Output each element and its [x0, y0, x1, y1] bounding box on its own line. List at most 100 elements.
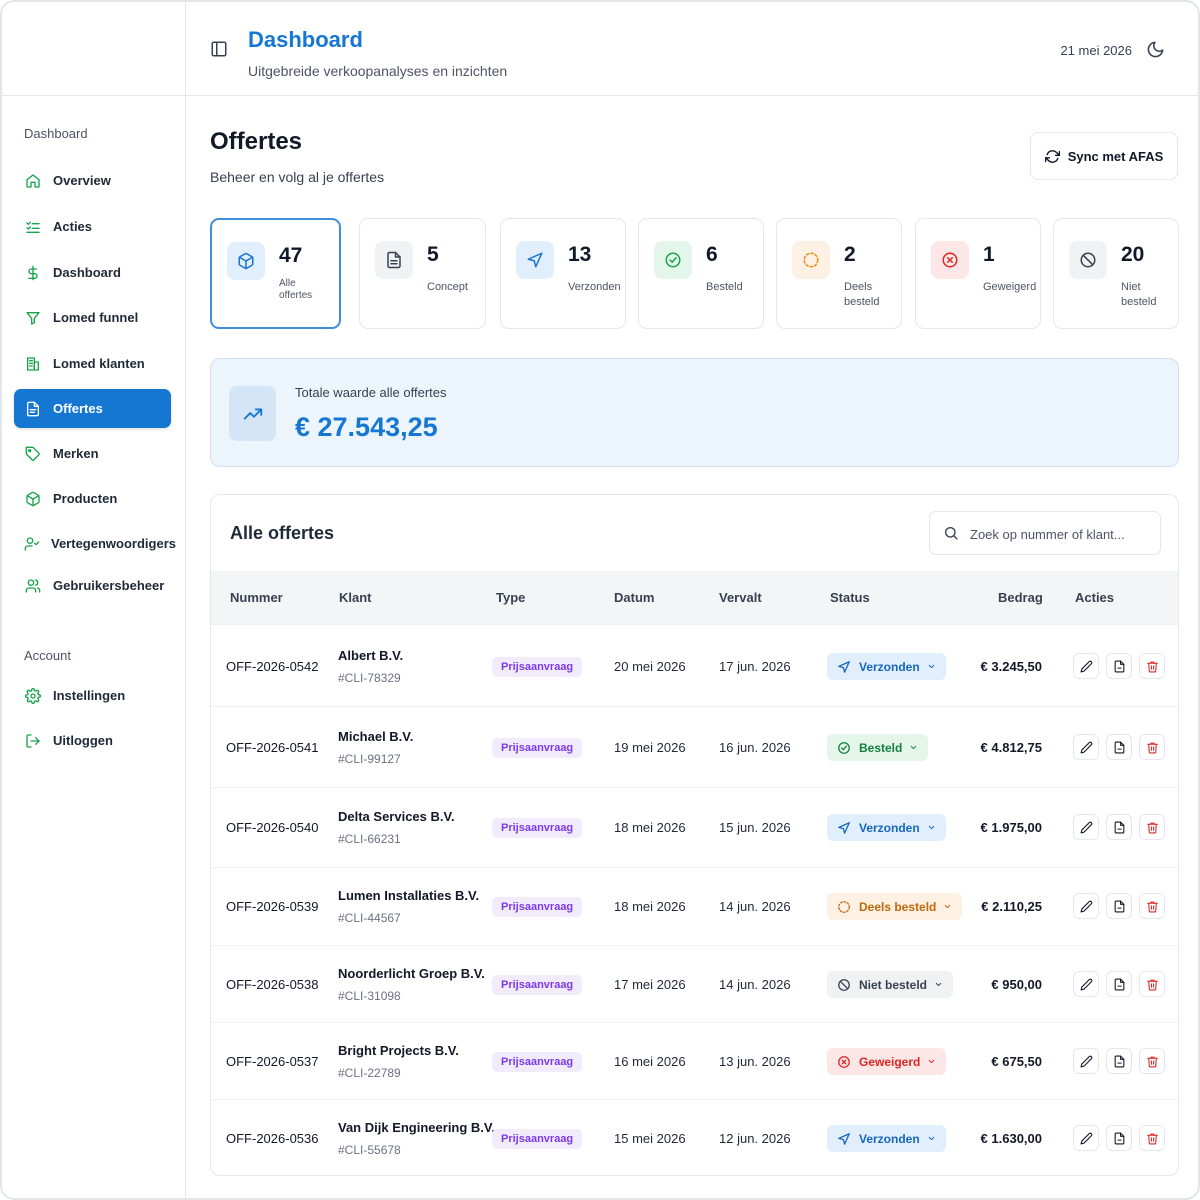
amount: € 2.110,25: [981, 899, 1042, 914]
refresh-icon: [1044, 149, 1068, 164]
table-row[interactable]: OFF-2026-0537 Bright Projects B.V. #CLI-…: [211, 1022, 1178, 1099]
sidebar-item-merken[interactable]: Merken: [14, 434, 171, 473]
delete-button[interactable]: [1139, 893, 1165, 919]
sidebar-item-lomed-funnel[interactable]: Lomed funnel: [14, 298, 171, 337]
pencil-icon: [1080, 900, 1093, 913]
delete-button[interactable]: [1139, 1125, 1165, 1151]
document-button[interactable]: [1106, 971, 1132, 997]
pencil-icon: [1080, 821, 1093, 834]
document-button[interactable]: [1106, 653, 1132, 679]
delete-button[interactable]: [1139, 814, 1165, 840]
sidebar-item-gebruikersbeheer[interactable]: Gebruikersbeheer: [14, 566, 171, 605]
document-button[interactable]: [1106, 814, 1132, 840]
client-id: #CLI-99127: [338, 752, 401, 766]
document-button[interactable]: [1106, 734, 1132, 760]
send-icon: [837, 1132, 851, 1146]
document-button[interactable]: [1106, 1125, 1132, 1151]
delete-button[interactable]: [1139, 734, 1165, 760]
check-circle-icon: [837, 741, 851, 755]
sync-afas-button[interactable]: Sync met AFAS: [1030, 132, 1178, 180]
sidebar-item-producten[interactable]: Producten: [14, 479, 171, 518]
sidebar-toggle-icon[interactable]: [210, 40, 230, 60]
sidebar-item-dashboard[interactable]: Dashboard: [14, 253, 171, 292]
type-badge: Prijsaanvraag: [492, 897, 583, 917]
user-check-icon: [24, 535, 40, 553]
delete-button[interactable]: [1139, 1048, 1165, 1074]
table-row[interactable]: OFF-2026-0540 Delta Services B.V. #CLI-6…: [211, 787, 1178, 867]
column-header[interactable]: Type: [496, 590, 526, 605]
document-button[interactable]: [1106, 1048, 1132, 1074]
sidebar-item-uitloggen[interactable]: Uitloggen: [14, 721, 171, 760]
column-header[interactable]: Status: [830, 590, 870, 605]
status-dropdown[interactable]: Verzonden: [827, 653, 946, 680]
stat-card-geweigerd[interactable]: 1 Geweigerd: [915, 218, 1041, 329]
stat-card-verzonden[interactable]: 13 Verzonden: [500, 218, 626, 329]
stat-card-concept[interactable]: 5 Concept: [359, 218, 486, 329]
pencil-icon: [1080, 1055, 1093, 1068]
file-icon: [1113, 821, 1126, 834]
date: 16 mei 2026: [614, 1054, 686, 1069]
status-label: Besteld: [859, 740, 903, 755]
status-dropdown[interactable]: Verzonden: [827, 814, 946, 841]
client-name: Michael B.V.: [338, 729, 414, 744]
sidebar-item-lomed-klanten[interactable]: Lomed klanten: [14, 344, 171, 383]
table-row[interactable]: OFF-2026-0542 Albert B.V. #CLI-78329 Pri…: [211, 624, 1178, 706]
column-header[interactable]: Vervalt: [719, 590, 762, 605]
sidebar-item-offertes[interactable]: Offertes: [14, 389, 171, 428]
tag-icon: [24, 445, 42, 463]
offer-number: OFF-2026-0537: [226, 1054, 319, 1069]
table-row[interactable]: OFF-2026-0536 Van Dijk Engineering B.V. …: [211, 1099, 1178, 1175]
client-id: #CLI-66231: [338, 832, 401, 846]
status-dropdown[interactable]: Geweigerd: [827, 1048, 947, 1075]
status-label: Verzonden: [859, 820, 920, 835]
search-input[interactable]: [970, 522, 1150, 546]
type-badge: Prijsaanvraag: [492, 975, 583, 995]
status-dropdown[interactable]: Niet besteld: [827, 971, 954, 998]
sidebar-item-instellingen[interactable]: Instellingen: [14, 676, 171, 715]
sidebar-item-vertegenwoordigers[interactable]: Vertegenwoordigers: [14, 524, 176, 563]
send-icon: [837, 660, 851, 674]
total-label: Totale waarde alle offertes: [295, 385, 447, 400]
column-header[interactable]: Nummer: [230, 590, 283, 605]
edit-button[interactable]: [1073, 893, 1099, 919]
chevron-down-icon: [909, 743, 918, 752]
sidebar-item-overview[interactable]: Overview: [14, 161, 171, 200]
document-button[interactable]: [1106, 893, 1132, 919]
trending-up-icon: [229, 386, 276, 441]
edit-button[interactable]: [1073, 1125, 1099, 1151]
send-icon: [837, 821, 851, 835]
status-dropdown[interactable]: Verzonden: [827, 1125, 946, 1152]
stat-value: 47: [279, 244, 303, 267]
expiry-date: 17 jun. 2026: [719, 659, 791, 674]
stat-card-deels-besteld[interactable]: 2 Deels besteld: [776, 218, 902, 329]
edit-button[interactable]: [1073, 971, 1099, 997]
client-id: #CLI-22789: [338, 1066, 401, 1080]
edit-button[interactable]: [1073, 653, 1099, 679]
column-header[interactable]: Acties: [1075, 590, 1115, 605]
edit-button[interactable]: [1073, 734, 1099, 760]
stat-card-alle[interactable]: 47 Alle offertes: [210, 218, 341, 329]
column-header[interactable]: Datum: [614, 590, 655, 605]
ban-icon: [1069, 241, 1107, 279]
column-header[interactable]: Klant: [339, 590, 372, 605]
file-icon: [1113, 978, 1126, 991]
delete-button[interactable]: [1139, 971, 1165, 997]
stat-card-besteld[interactable]: 6 Besteld: [638, 218, 764, 329]
delete-button[interactable]: [1139, 653, 1165, 679]
expiry-date: 14 jun. 2026: [719, 977, 791, 992]
sidebar-item-acties[interactable]: Acties: [14, 207, 171, 246]
date: 17 mei 2026: [614, 977, 686, 992]
moon-icon[interactable]: [1146, 40, 1166, 60]
edit-button[interactable]: [1073, 814, 1099, 840]
edit-button[interactable]: [1073, 1048, 1099, 1074]
status-dropdown[interactable]: Deels besteld: [827, 893, 963, 920]
table-row[interactable]: OFF-2026-0538 Noorderlicht Groep B.V. #C…: [211, 945, 1178, 1022]
gear-icon: [24, 687, 42, 705]
expiry-date: 12 jun. 2026: [719, 1131, 791, 1146]
table-row[interactable]: OFF-2026-0541 Michael B.V. #CLI-99127 Pr…: [211, 706, 1178, 787]
status-dropdown[interactable]: Besteld: [827, 734, 929, 761]
offer-number: OFF-2026-0541: [226, 740, 319, 755]
column-header[interactable]: Bedrag: [998, 590, 1043, 605]
stat-card-niet-besteld[interactable]: 20 Niet besteld: [1053, 218, 1179, 329]
table-row[interactable]: OFF-2026-0539 Lumen Installaties B.V. #C…: [211, 867, 1178, 945]
